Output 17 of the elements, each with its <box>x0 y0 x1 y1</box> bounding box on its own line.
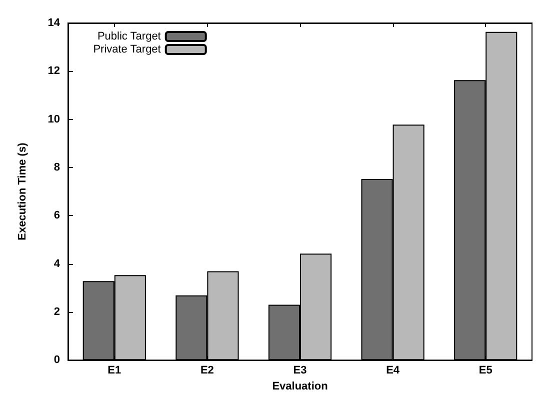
y-tick-label: 4 <box>54 258 61 270</box>
y-tick-label: 6 <box>54 210 60 222</box>
y-tick-label: 12 <box>48 65 60 78</box>
x-tick-label: E1 <box>108 364 122 377</box>
y-tick-label: 14 <box>48 17 61 29</box>
x-tick-label: E5 <box>478 364 492 377</box>
y-tick-label: 10 <box>48 113 60 126</box>
y-tick-label: 8 <box>54 161 60 174</box>
x-tick-label: E2 <box>200 364 214 377</box>
x-tick-label: E4 <box>386 364 400 377</box>
y-axis-title: Execution Time (s) <box>16 142 28 240</box>
y-tick-label: 0 <box>54 354 60 366</box>
legend-label: Private Target <box>93 44 161 56</box>
legend-label: Public Target <box>97 30 161 42</box>
x-tick-label: E3 <box>293 364 307 377</box>
y-tick-label: 2 <box>54 306 60 318</box>
x-axis-title: Evaluation <box>272 380 328 392</box>
